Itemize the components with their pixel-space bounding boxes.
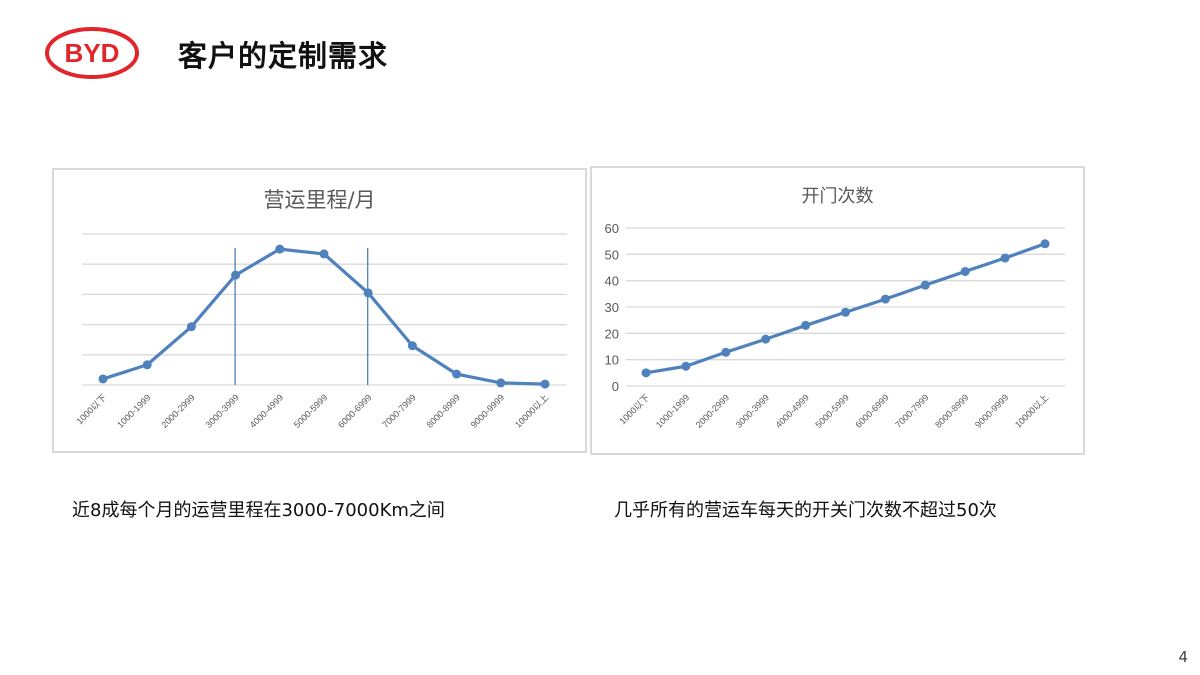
data-point [363, 288, 373, 298]
x-tick-label: 2000-2999 [159, 392, 197, 430]
x-tick-label: 10000以上 [1013, 392, 1050, 429]
y-tick-label: 20 [605, 326, 619, 341]
x-tick-label: 3000-3999 [204, 392, 242, 430]
x-tick-label: 1000以下 [617, 392, 651, 426]
y-tick-label: 0 [612, 379, 619, 394]
data-point [920, 280, 930, 290]
x-tick-label: 3000-3999 [734, 392, 772, 430]
x-tick-label: 2000-2999 [694, 392, 732, 430]
data-point [407, 341, 417, 351]
x-tick-label: 4000-4999 [774, 392, 812, 430]
byd-logo: BYD [44, 26, 140, 80]
x-tick-label: 1000以下 [74, 392, 108, 426]
x-tick-label: 7000-7999 [893, 392, 931, 430]
x-tick-label: 10000以上 [513, 392, 550, 429]
data-point [186, 322, 196, 332]
data-point [275, 244, 285, 254]
caption-right: 几乎所有的营运车每天的开关门次数不超过50次 [614, 500, 997, 521]
data-point [496, 378, 506, 388]
data-point [801, 320, 811, 330]
caption-left: 近8成每个月的运营里程在3000-7000Km之间 [72, 500, 445, 521]
svg-text:BYD: BYD [65, 38, 120, 68]
x-tick-label: 6000-6999 [853, 392, 891, 430]
data-point [452, 369, 462, 379]
y-tick-label: 50 [605, 247, 619, 262]
data-point [231, 270, 241, 280]
chart-title: 开门次数 [801, 186, 874, 207]
chart-mileage: 营运里程/月 [52, 168, 587, 453]
y-tick-label: 60 [605, 221, 619, 236]
x-tick-label: 9000-9999 [973, 392, 1011, 430]
page-number: 4 [1178, 648, 1188, 666]
data-point [1040, 239, 1050, 249]
chart-door-openings: 开门次数 [590, 166, 1085, 455]
data-point [540, 379, 550, 389]
x-tick-label: 5000-5999 [292, 392, 330, 430]
data-point [841, 307, 850, 317]
data-point [142, 360, 152, 370]
x-tick-label: 4000-4999 [248, 392, 286, 430]
data-point [1000, 253, 1010, 263]
x-tick-label: 5000-5999 [813, 392, 851, 430]
data-point [319, 249, 329, 259]
x-tick-label: 8000-8999 [425, 392, 463, 430]
data-point [681, 361, 691, 371]
series-line [102, 247, 546, 386]
x-tick-label: 1000-1999 [115, 392, 153, 430]
chart-title: 营运里程/月 [263, 188, 376, 212]
x-tick-label: 8000-8999 [933, 392, 971, 430]
x-tick-label: 6000-6999 [336, 392, 374, 430]
y-tick-label: 10 [605, 353, 619, 368]
data-point [641, 368, 651, 378]
data-point [960, 266, 970, 276]
data-point [761, 334, 771, 344]
data-point [98, 374, 108, 384]
y-tick-label: 30 [605, 300, 619, 315]
page-title: 客户的定制需求 [178, 39, 389, 73]
y-tick-label: 40 [605, 274, 619, 289]
data-point [880, 294, 890, 304]
data-point [721, 347, 731, 357]
x-tick-label: 7000-7999 [380, 392, 418, 430]
x-tick-label: 9000-9999 [469, 392, 507, 430]
x-tick-label: 1000-1999 [654, 392, 692, 430]
